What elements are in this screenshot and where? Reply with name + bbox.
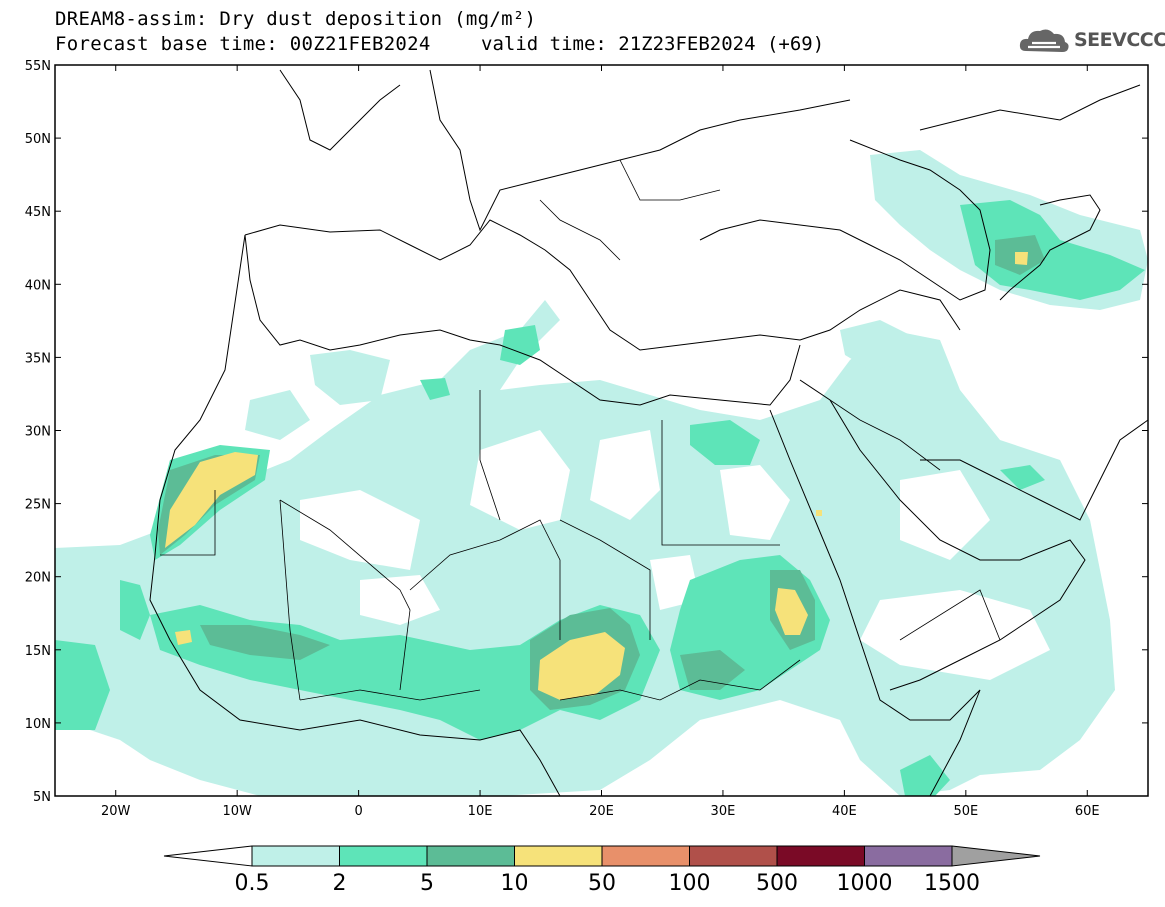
lat-tick-label: 55N: [25, 59, 51, 74]
lat-tick-label: 35N: [25, 351, 51, 366]
colorbar-box: [776, 845, 865, 867]
colorbar-box: [514, 845, 603, 867]
lon-tick-label: 10E: [468, 804, 493, 819]
coastlines: [149, 69, 1148, 796]
lon-tick-label: 30E: [711, 804, 736, 819]
colorbar-label: 5: [420, 871, 434, 896]
lat-tick-label: 45N: [25, 205, 51, 220]
colorbar-label: 10: [501, 871, 529, 896]
colorbar-box: [601, 845, 690, 867]
lon-tick-label: 60E: [1075, 804, 1100, 819]
lat-tick-label: 25N: [25, 498, 51, 513]
lat-tick-label: 20N: [25, 571, 51, 586]
dust-level-yellow: [165, 252, 1028, 700]
colorbar-box: [426, 845, 515, 867]
lat-tick-label: 15N: [25, 644, 51, 659]
colorbar-box: [689, 845, 778, 867]
colorbar-label: 0.5: [235, 871, 270, 896]
colorbar-over: [951, 845, 1041, 867]
lon-tick-label: 20W: [101, 804, 131, 819]
lon-tick-label: 40E: [832, 804, 857, 819]
seevccc-logo: SEEVCCC: [1018, 24, 1165, 56]
colorbar-under: [163, 845, 253, 867]
colorbar-label: 1500: [924, 871, 980, 896]
lat-tick-label: 40N: [25, 278, 51, 293]
logo-text: SEEVCCC: [1074, 29, 1165, 51]
colorbar-box: [251, 845, 340, 867]
lat-tick-label: 5N: [33, 790, 51, 805]
valid-time: valid time: 21Z23FEB2024 (+69): [481, 33, 825, 55]
lon-tick-label: 0: [354, 804, 362, 819]
colorbar-label: 1000: [837, 871, 893, 896]
colorbar-label: 500: [756, 871, 798, 896]
dust-map: 55N 50N 45N 40N 35N 30N 25N 20N 15N 10N 5N 20W 10W 0…: [25, 59, 1149, 819]
cloud-icon: [1019, 29, 1069, 52]
lon-tick-label: 50E: [953, 804, 978, 819]
colorbar-label: 2: [333, 871, 347, 896]
map-title: DREAM8-assim: Dry dust deposition (mg/m²…: [55, 8, 537, 30]
base-time: Forecast base time: 00Z21FEB2024: [55, 33, 431, 55]
borders: [160, 159, 1001, 701]
colorbar-box: [864, 845, 953, 867]
colorbar-label: 50: [588, 871, 616, 896]
lat-tick-label: 30N: [25, 425, 51, 440]
colorbar-box: [339, 845, 428, 867]
colorbar-label: 100: [669, 871, 711, 896]
lon-tick-label: 10W: [222, 804, 252, 819]
lon-tick-label: 20E: [589, 804, 614, 819]
lat-tick-label: 50N: [25, 132, 51, 147]
lat-tick-label: 10N: [25, 717, 51, 732]
